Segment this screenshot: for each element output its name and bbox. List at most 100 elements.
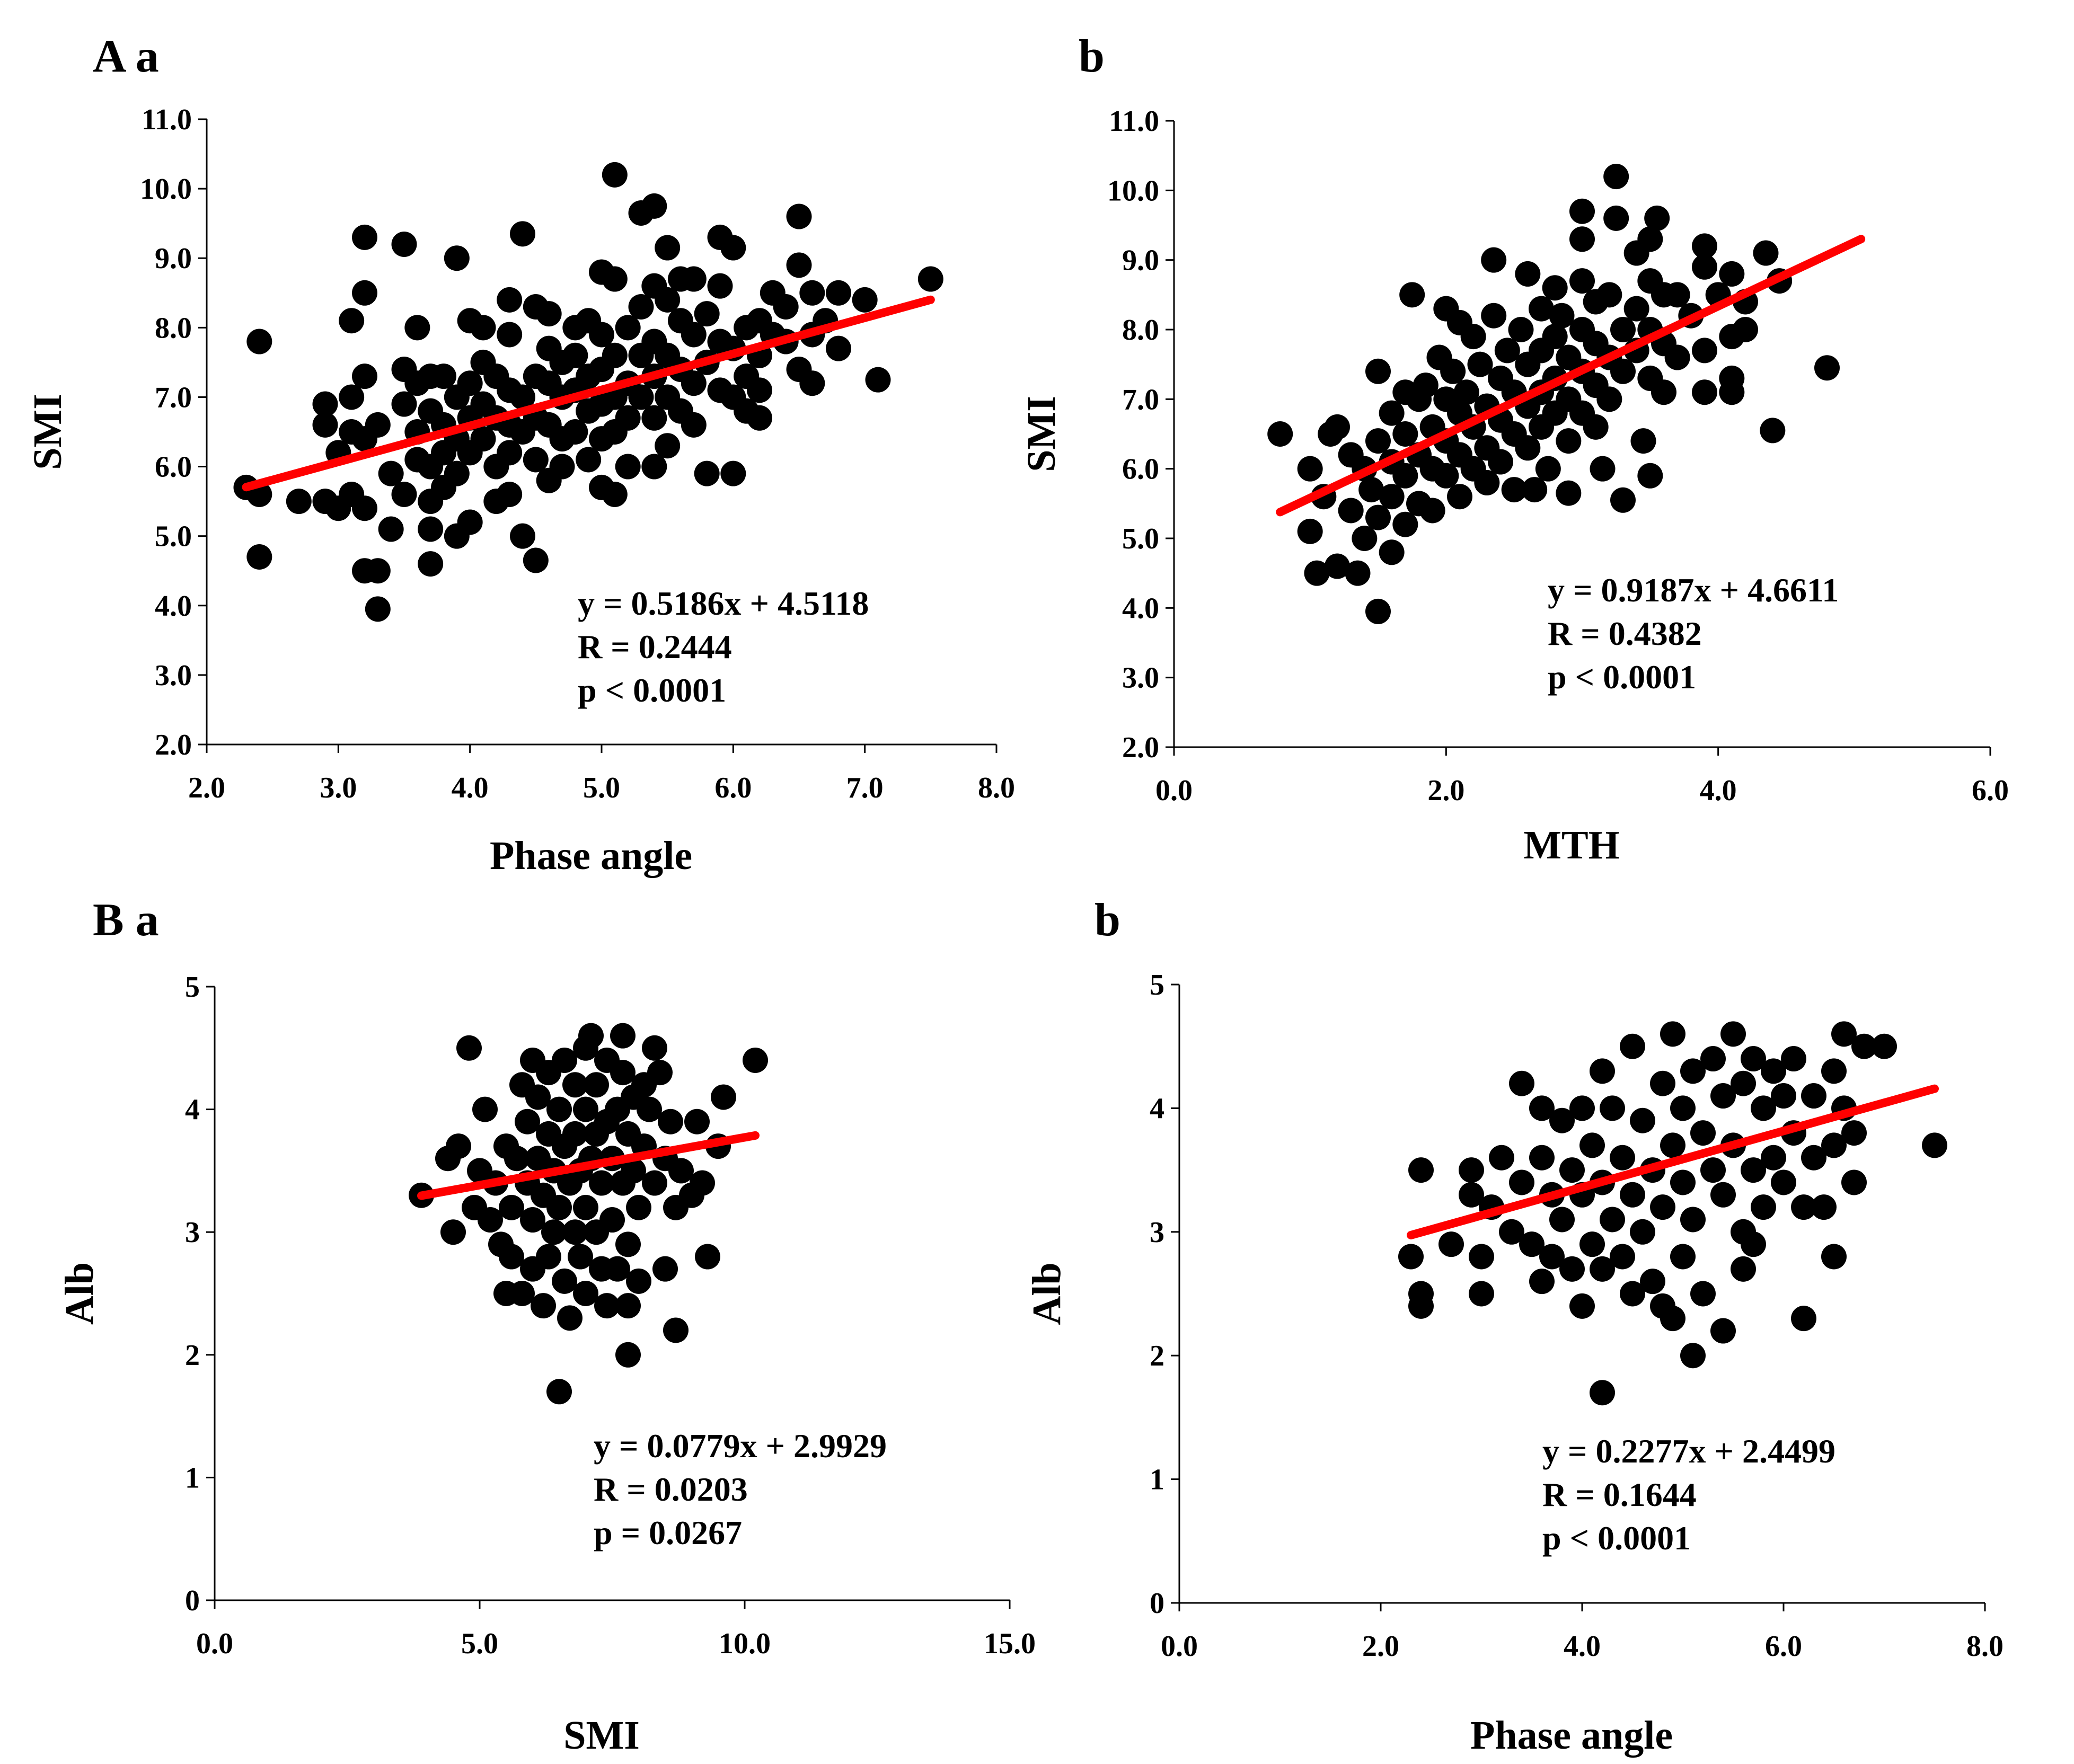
scatter-point: [695, 1244, 720, 1270]
scatter-point: [1690, 1281, 1716, 1307]
scatter-point: [1338, 498, 1364, 524]
scatter-point: [1515, 435, 1541, 461]
scatter-point: [1365, 504, 1391, 530]
scatter-point: [1469, 1244, 1494, 1270]
scatter-point: [552, 1268, 577, 1294]
scatter-point: [510, 384, 535, 410]
scatter-point: [1590, 456, 1616, 482]
chart-smi-vs-mth: 2.0 3.0 4.0 5.0 6.0 7.0 8.0 9.0 10.0 11.0 0.0 2.0 4.…: [1019, 105, 2009, 867]
scatter-point: [610, 1060, 636, 1086]
scatter-point: [1529, 1145, 1555, 1171]
scatter-point: [1569, 1293, 1595, 1319]
y-tick-label: 3: [185, 1216, 200, 1249]
scatter-point: [610, 1023, 636, 1049]
x-tick-label: 8.0: [1966, 1630, 2004, 1663]
scatter-point: [1596, 282, 1622, 308]
scatter-point: [1569, 198, 1595, 224]
scatter-point: [655, 433, 681, 459]
scatter-point: [1398, 1244, 1424, 1270]
scatter-point: [681, 412, 707, 438]
regression-annotation: R = 0.4382: [1548, 615, 1702, 652]
scatter-point: [1660, 1132, 1685, 1158]
scatter-point: [1872, 1033, 1897, 1059]
x-tick-label: 6.0: [714, 772, 752, 804]
scatter-point: [1710, 1318, 1736, 1344]
scatter-point: [365, 558, 391, 584]
chart-smi-vs-phase-angle: 2.0 3.0 4.0 5.0 6.0 7.0 8.0 9.0 10.0 11.0 2.0 3.0 4.…: [25, 103, 1015, 878]
scatter-point: [1760, 418, 1786, 444]
scatter-point: [391, 232, 417, 257]
scatter-point: [1529, 1095, 1555, 1121]
scatter-point: [641, 454, 667, 480]
scatter-point: [541, 1219, 567, 1245]
scatter-point: [663, 1317, 689, 1343]
scatter-point: [286, 489, 312, 515]
scatter-point: [1453, 379, 1479, 405]
scatter-point: [642, 1170, 667, 1196]
y-axis-title: SMI: [1019, 396, 1064, 472]
scatter-point: [626, 1268, 651, 1294]
scatter-point: [1670, 1095, 1696, 1121]
scatter-point: [720, 460, 746, 486]
scatter-point: [681, 370, 707, 396]
scatter-point: [1680, 1207, 1706, 1233]
regression-annotation: p < 0.0001: [578, 671, 726, 709]
scatter-point: [1408, 1293, 1434, 1319]
scatter-point: [446, 1133, 471, 1159]
scatter-point: [457, 509, 483, 535]
scatter-point: [510, 221, 535, 247]
scatter-point: [1365, 598, 1391, 624]
scatter-point: [562, 419, 588, 445]
scatter-point: [531, 1293, 556, 1319]
scatter-point: [352, 364, 377, 389]
scatter-point: [1392, 421, 1418, 447]
scatter-point: [573, 1096, 598, 1122]
chart-alb-vs-smi: 0 1 2 3 4 5 0.0 5.0 10.0 15.0 SMI Alb y = 0.0779x + …: [57, 971, 1036, 1758]
scatter-point: [1610, 1145, 1635, 1171]
scatter-point: [652, 1256, 678, 1282]
scatter-point: [1620, 1182, 1645, 1208]
scatter-point: [1508, 317, 1534, 342]
x-tick-label: 4.0: [452, 772, 489, 804]
scatter-point: [1549, 1107, 1575, 1133]
scatter-point: [1670, 1244, 1696, 1270]
x-axis-title: MTH: [1523, 823, 1620, 867]
scatter-point: [799, 370, 825, 396]
scatter-point: [1741, 1046, 1766, 1072]
scatter-point: [1692, 254, 1717, 280]
scatter-point: [1733, 317, 1758, 342]
scatter-point: [497, 482, 523, 507]
scatter-point: [1413, 373, 1438, 398]
scatter-point: [1680, 1343, 1706, 1369]
scatter-point: [1447, 484, 1472, 510]
scatter-point: [1583, 414, 1609, 440]
scatter-point: [1731, 1070, 1756, 1096]
scatter-point: [470, 315, 496, 341]
y-tick-label: 0: [185, 1584, 200, 1617]
y-tick-label: 6.0: [155, 451, 192, 484]
scatter-point: [1700, 1157, 1726, 1183]
y-tick-label: 9.0: [1122, 244, 1159, 277]
x-tick-label: 3.0: [320, 772, 357, 804]
scatter-point: [1569, 226, 1595, 252]
scatter-point: [1267, 421, 1293, 447]
scatter-point: [1720, 1021, 1746, 1047]
scatter-point: [647, 1060, 673, 1086]
scatter-point: [339, 384, 365, 410]
y-tick-label: 1: [1150, 1464, 1164, 1496]
scatter-point: [246, 544, 272, 570]
y-axis-title: SMI: [25, 394, 70, 470]
scatter-point: [1644, 205, 1670, 231]
scatter-point: [681, 266, 707, 292]
scatter-point: [826, 335, 851, 361]
y-tick-label: 7.0: [1122, 383, 1159, 416]
scatter-point: [1841, 1120, 1867, 1146]
scatter-point: [584, 1072, 609, 1098]
scatter-point: [589, 322, 614, 348]
scatter-point: [562, 1072, 588, 1098]
scatter-point: [1325, 553, 1350, 579]
scatter-point: [655, 235, 681, 261]
y-tick-label: 9.0: [155, 242, 192, 275]
scatter-point: [1600, 1207, 1625, 1233]
scatter-point: [1603, 205, 1629, 231]
